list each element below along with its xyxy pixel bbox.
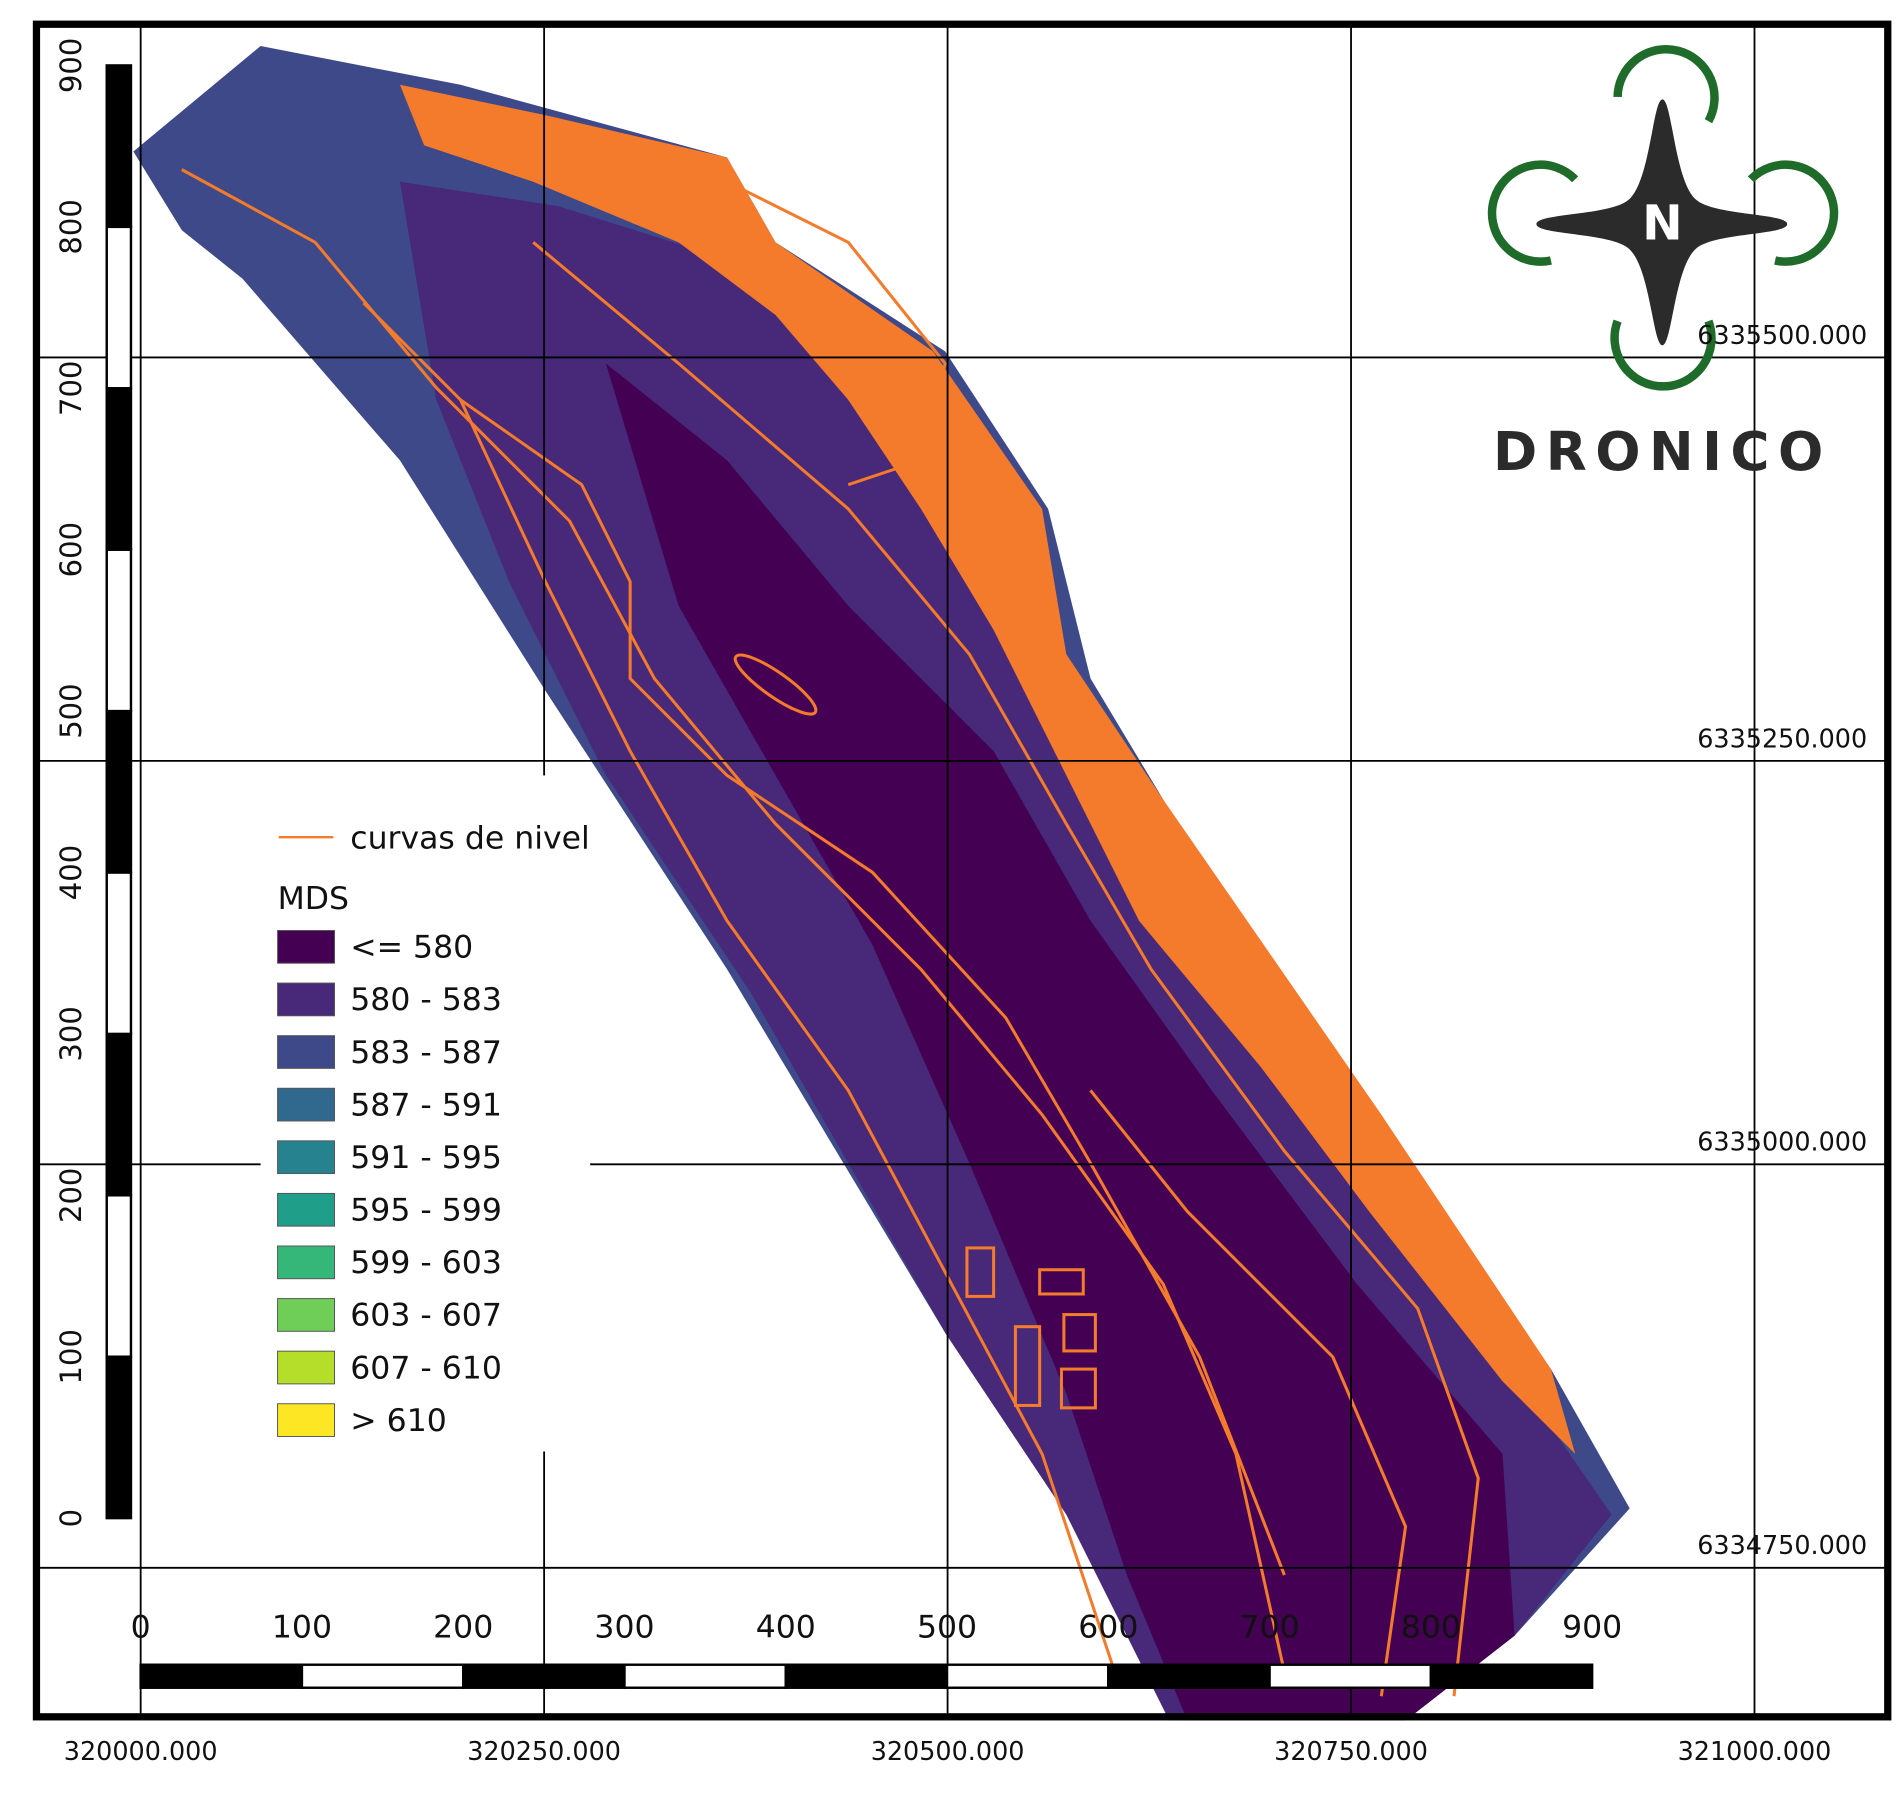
legend-swatch (277, 1087, 335, 1122)
contours (181, 156, 1480, 1697)
scale-horizontal-label: 300 (594, 1609, 654, 1645)
legend-label: 595 - 599 (350, 1193, 502, 1229)
scale-segment (1429, 1663, 1594, 1689)
scale-segment (105, 64, 133, 229)
legend-label: 603 - 607 (350, 1298, 502, 1334)
contour (1089, 1089, 1408, 1697)
rotor (1610, 319, 1716, 391)
scale-vertical-label: 500 (54, 683, 88, 738)
scale-vertical-label: 100 (54, 1329, 88, 1384)
legend-label: > 610 (350, 1403, 447, 1439)
scale-horizontal-label: 500 (917, 1609, 977, 1645)
grid-y-label: 6335500.000 (1697, 320, 1867, 350)
legend-label: 591 - 595 (350, 1140, 502, 1176)
scale-vertical-label: 400 (54, 845, 88, 900)
contour (677, 156, 947, 487)
legend-swatch (277, 1035, 335, 1069)
legend-swatch (277, 1245, 335, 1280)
scale-horizontal-label: 400 (756, 1609, 816, 1645)
logo-rotors (1487, 45, 1839, 391)
scale-horizontal-label: 700 (1240, 1609, 1300, 1645)
scale-horizontal-label: 100 (272, 1609, 332, 1645)
scale-horizontal-label: 900 (1562, 1609, 1622, 1645)
frame (32, 20, 1892, 1721)
scale-vertical-label: 600 (54, 522, 88, 577)
legend-label: 599 - 603 (350, 1245, 502, 1281)
scale-segment (105, 871, 133, 1036)
scale-vertical-label: 200 (54, 1168, 88, 1223)
logo: N DRONICO (1487, 45, 1839, 483)
logo-name: DRONICO (1493, 421, 1832, 483)
scale-segment (105, 1032, 133, 1197)
scale-segment (1268, 1663, 1433, 1689)
scale-bars: 0 100 200 300 400 500 600 700 800 900 0 100 200 300 40… (54, 38, 1622, 1689)
scale-segment (300, 1663, 465, 1689)
scale-vertical-label: 700 (54, 361, 88, 416)
scale-segment (105, 387, 133, 551)
scale-horizontal-label: 0 (131, 1609, 151, 1645)
grid-y-label: 6334750.000 (1697, 1530, 1867, 1560)
legend-swatch (277, 930, 335, 964)
legend-swatch (277, 1140, 335, 1175)
scale-segment (623, 1663, 787, 1689)
rotor (1613, 45, 1719, 124)
scale-segment (105, 225, 133, 390)
scale-segment (105, 1355, 133, 1520)
scale-vertical-label: 800 (54, 199, 88, 254)
contour (362, 301, 1117, 1673)
legend-line-label: curvas de nivel (350, 821, 589, 857)
legend-label: 580 - 583 (350, 982, 502, 1018)
scale-horizontal-label: 200 (433, 1609, 493, 1645)
grid-y-label: 6335250.000 (1697, 723, 1867, 753)
contour (532, 241, 1480, 1697)
legend-swatch (277, 1350, 335, 1385)
legend-label: <= 580 (350, 930, 473, 966)
legend-title: MDS (278, 881, 349, 917)
scale-segment (784, 1663, 949, 1689)
scale-vertical-label: 300 (54, 1006, 88, 1061)
contour (459, 398, 1286, 1576)
legend-label: 583 - 587 (350, 1035, 502, 1071)
rotor (1747, 160, 1839, 266)
logo-letter: N (1642, 196, 1683, 252)
scale-segment (105, 1194, 133, 1358)
grid-y-label: 6335000.000 (1697, 1127, 1867, 1157)
legend-label: 587 - 591 (350, 1087, 502, 1123)
contour (965, 1246, 996, 1298)
terrain-high-edge (399, 84, 1576, 1454)
grid-x-label: 320750.000 (1274, 1736, 1428, 1766)
contour (181, 168, 1286, 1673)
legend-swatch (277, 1403, 335, 1437)
scale-horizontal-label: 600 (1078, 1609, 1138, 1645)
legend-swatch (277, 982, 335, 1017)
terrain-low (605, 363, 1515, 1721)
contour (1038, 1268, 1085, 1296)
scale-segment (945, 1663, 1110, 1689)
scale-segment (461, 1663, 626, 1689)
rotor (1487, 160, 1579, 266)
scale-vertical-label: 900 (54, 38, 88, 93)
logo-hub (1630, 192, 1694, 256)
grid-x-label: 321000.000 (1678, 1736, 1832, 1766)
terrain (133, 46, 1630, 1721)
grid-x-label: 320000.000 (64, 1736, 218, 1766)
legend: curvas de nivel MDS <= 580 580 - 583 583 -… (277, 821, 590, 1439)
grid-x-label: 320500.000 (871, 1736, 1025, 1766)
legend-swatch (277, 1298, 335, 1332)
legend-swatch (277, 1192, 335, 1227)
scale-segment (105, 548, 133, 713)
scale-vertical-label: 0 (54, 1509, 88, 1528)
legend-label: 607 - 610 (350, 1350, 502, 1386)
scale-segment (1107, 1663, 1271, 1689)
contour (733, 653, 818, 716)
contour (1062, 1313, 1097, 1353)
scale-segment (105, 709, 133, 874)
grid-x-label: 320250.000 (467, 1736, 621, 1766)
scale-segment (139, 1663, 304, 1689)
scale-horizontal-label: 800 (1401, 1609, 1461, 1645)
contour (1059, 1367, 1097, 1410)
contour (1013, 1325, 1042, 1407)
